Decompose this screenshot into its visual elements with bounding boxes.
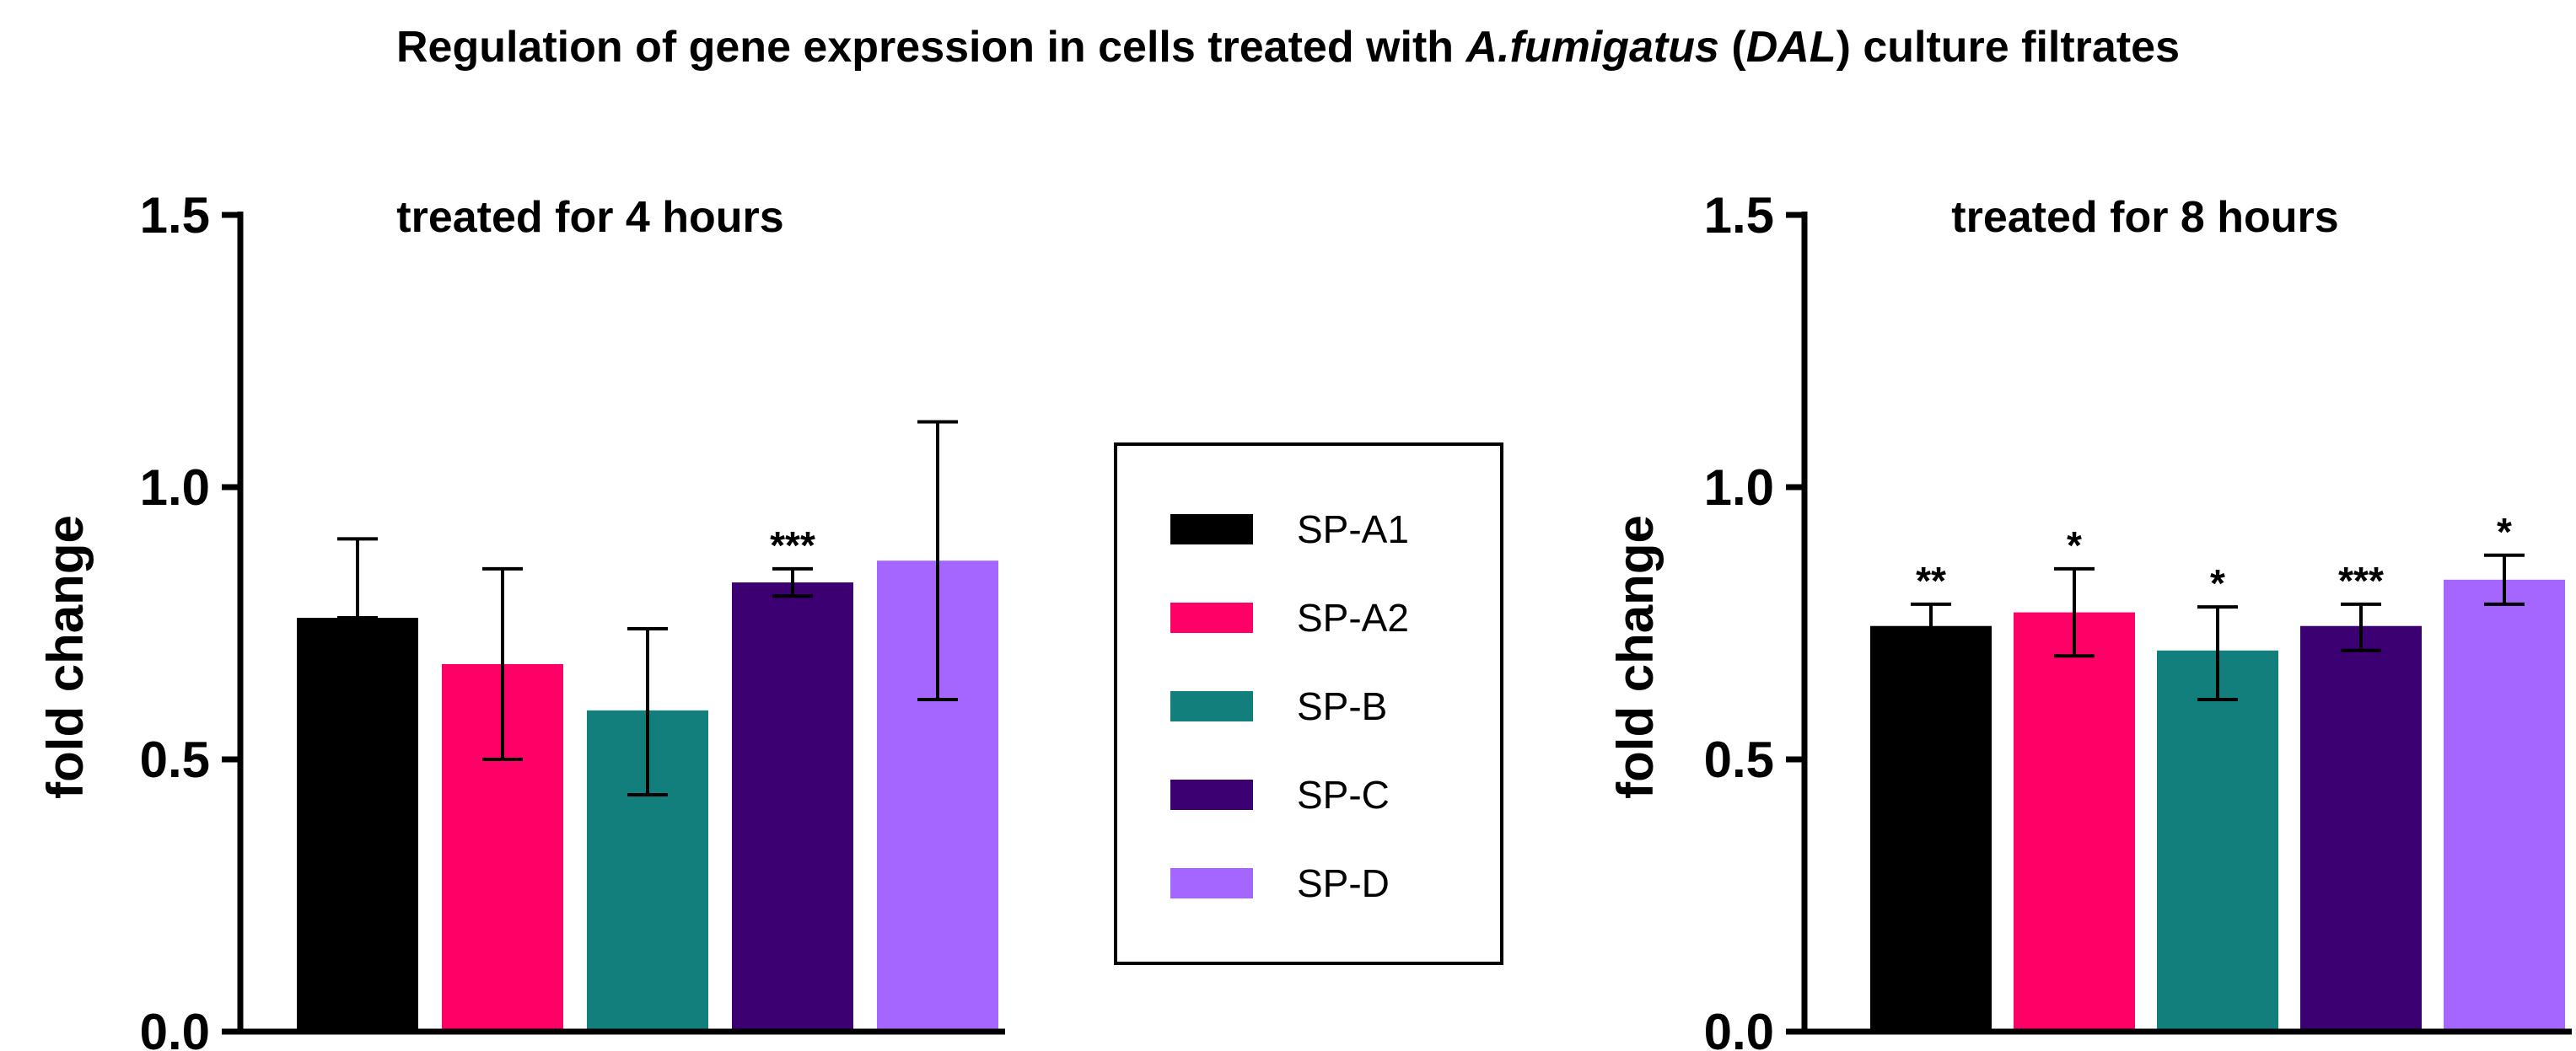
figure-title: Regulation of gene expression in cells t… <box>0 22 2576 72</box>
legend-label: SP-B <box>1297 684 1387 728</box>
bar-sp-a1 <box>1870 625 1992 1032</box>
legend-swatch <box>1170 691 1253 721</box>
figure-title-suffix: ) culture filtrates <box>1836 23 2180 72</box>
legend-swatch <box>1170 514 1253 544</box>
y-axis-title: fold change <box>37 515 94 799</box>
error-bar-sp-b <box>2197 605 2238 701</box>
bar-sp-c <box>2300 625 2422 1032</box>
figure-title-strain: DAL <box>1745 23 1837 72</box>
significance-label: ** <box>1916 559 1946 603</box>
significance-label: * <box>2067 523 2082 567</box>
error-bar-sp-a2 <box>482 566 523 761</box>
legend-label: SP-D <box>1297 861 1390 905</box>
chart-legend: SP-A1 SP-A2 SP-B SP-C SP-D <box>1114 442 1503 965</box>
figure-title-organism: A.fumigatus <box>1465 23 1719 72</box>
bar-sp-a2 <box>2014 612 2135 1032</box>
y-tick-label: 1.0 <box>1704 459 1774 516</box>
error-bar-sp-a1 <box>337 537 378 620</box>
error-bar-sp-a1 <box>1911 602 1951 652</box>
y-axis-title: fold change <box>1607 515 1664 799</box>
legend-item-sp-b: SP-B <box>1170 684 1387 728</box>
panel-title: treated for 4 hours <box>396 193 783 242</box>
bar-sp-a1 <box>297 618 418 1032</box>
legend-item-sp-a2: SP-A2 <box>1170 596 1409 640</box>
legend-item-sp-a1: SP-A1 <box>1170 507 1409 551</box>
bar-sp-d <box>2444 579 2565 1032</box>
figure-title-prefix: Regulation of gene expression in cells t… <box>395 23 1466 72</box>
error-bar-sp-c <box>772 566 813 598</box>
y-tick-label: 0.0 <box>1704 1004 1774 1051</box>
error-bar-sp-c <box>2341 602 2381 652</box>
significance-label: *** <box>2338 559 2384 603</box>
significance-label: * <box>2497 510 2512 554</box>
error-bar-sp-d <box>917 420 958 701</box>
error-bar-sp-b <box>627 626 668 796</box>
significance-label: * <box>2210 561 2225 605</box>
y-tick-label: 0.5 <box>140 732 210 788</box>
legend-item-sp-c: SP-C <box>1170 773 1390 817</box>
figure-title-open-paren: ( <box>1718 23 1746 72</box>
y-tick-label: 0.0 <box>140 1004 210 1051</box>
panel-title: treated for 8 hours <box>1951 193 2338 242</box>
legend-label: SP-A1 <box>1297 507 1409 551</box>
error-bar-sp-a2 <box>2054 566 2095 658</box>
y-tick-label: 1.0 <box>140 459 210 516</box>
bar-sp-c <box>732 582 853 1032</box>
legend-item-sp-d: SP-D <box>1170 861 1390 905</box>
significance-label: *** <box>770 523 815 567</box>
y-tick-label: 1.5 <box>1704 187 1774 244</box>
y-tick-label: 0.5 <box>1704 732 1774 788</box>
legend-swatch <box>1170 603 1253 633</box>
legend-swatch <box>1170 868 1253 898</box>
error-bar-sp-d <box>2484 553 2525 606</box>
legend-swatch <box>1170 780 1253 810</box>
legend-label: SP-C <box>1297 773 1390 817</box>
legend-label: SP-A2 <box>1297 596 1409 640</box>
y-tick-label: 1.5 <box>140 187 210 244</box>
chart-panel-4-hours: treated for 4 hours fold change *** 0.0 0.5 1… <box>37 187 1005 1051</box>
bar-sp-b <box>2157 650 2278 1032</box>
